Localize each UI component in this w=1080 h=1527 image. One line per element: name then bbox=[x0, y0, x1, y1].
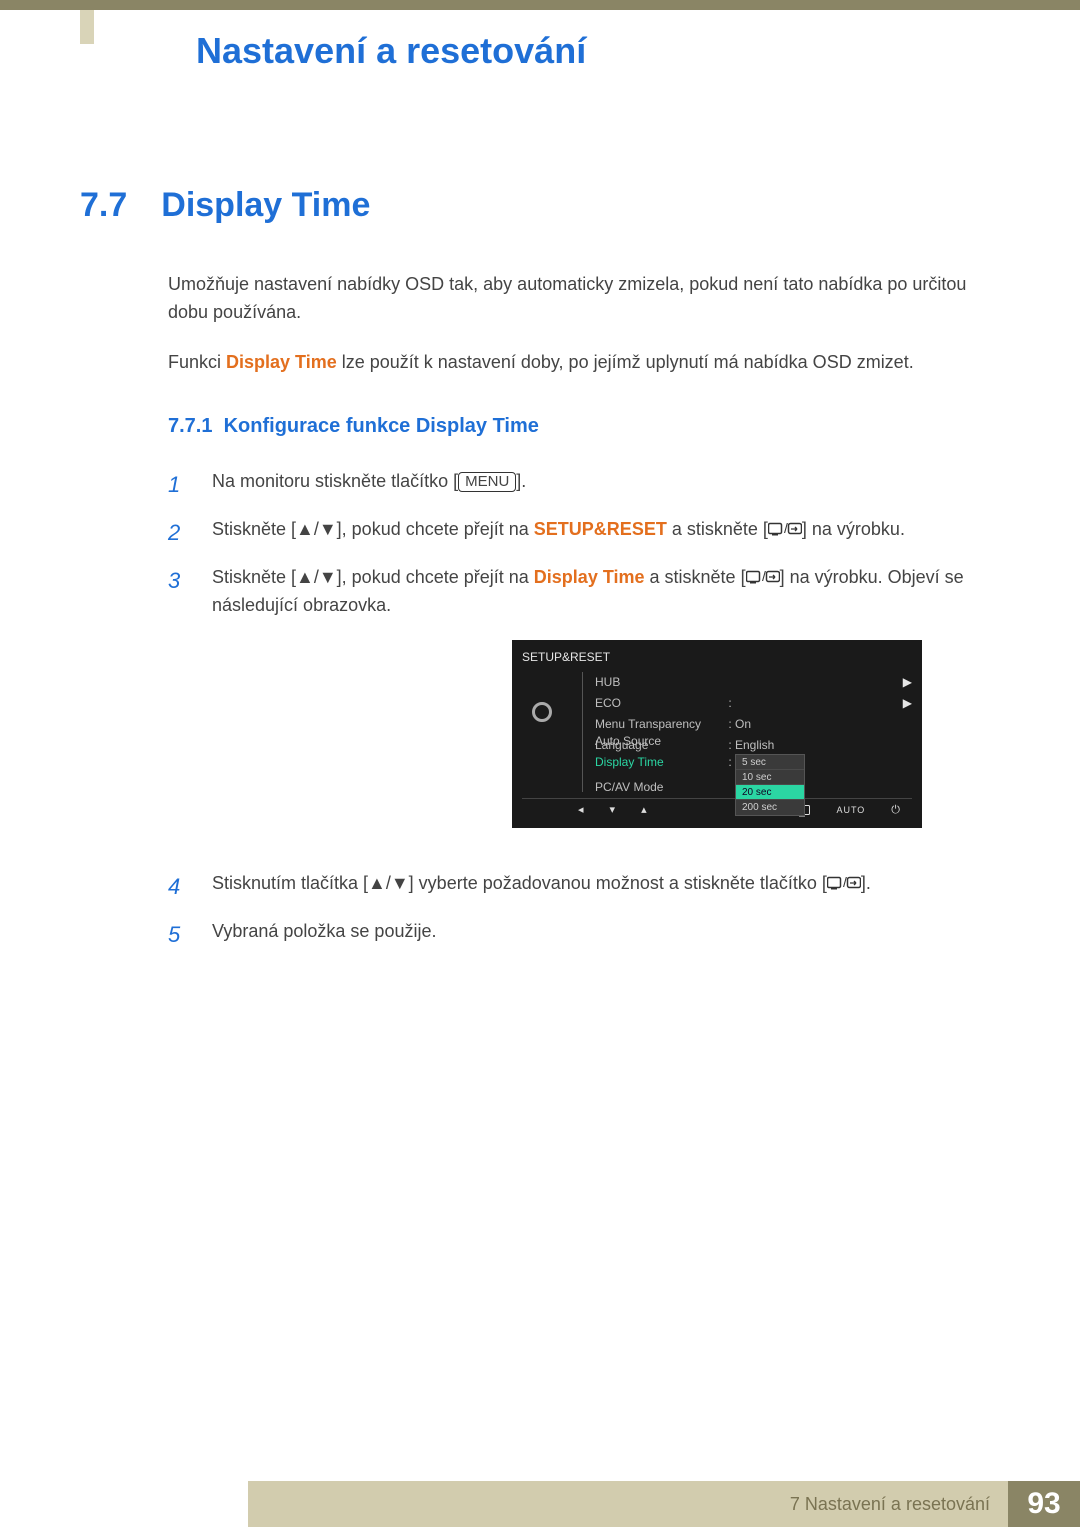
osd-panel: SETUP&RESET HUB ▶ bbox=[512, 640, 922, 829]
osd-label: PC/AV Mode bbox=[595, 778, 725, 797]
steps-list: 1 Na monitoru stiskněte tlačítko [MENU].… bbox=[168, 468, 1000, 953]
osd-value: English bbox=[735, 736, 896, 755]
osd-title: SETUP&RESET bbox=[522, 648, 912, 667]
section-number: 7.7 bbox=[80, 186, 127, 225]
text: ]. bbox=[516, 471, 526, 491]
osd-bottom-bar: ◂ ▾ ▴ AUTO ⏻ bbox=[522, 798, 912, 822]
section-heading: 7.7 Display Time bbox=[80, 186, 1000, 225]
step-body: Vybraná položka se použije. bbox=[212, 918, 1000, 952]
svg-text:/: / bbox=[843, 875, 847, 890]
footer-page-number: 93 bbox=[1008, 1481, 1080, 1527]
step-number: 1 bbox=[168, 468, 190, 502]
subsection-number: 7.7.1 bbox=[168, 415, 212, 437]
step-number: 4 bbox=[168, 870, 190, 904]
footer-text: 7 Nastavení a resetování bbox=[248, 1481, 1008, 1527]
text: ] na výrobku. bbox=[802, 519, 905, 539]
osd-row-eco: ECO : ▶ bbox=[595, 693, 912, 714]
osd-menu: HUB ▶ ECO : ▶ bbox=[582, 672, 912, 792]
source-enter-icon: / bbox=[827, 875, 861, 891]
step-number: 2 bbox=[168, 516, 190, 550]
menu-button-label: MENU bbox=[458, 472, 516, 492]
source-enter-icon: / bbox=[746, 569, 780, 585]
osd-option-list: 5 sec 10 sec 20 sec 200 sec bbox=[735, 754, 805, 816]
osd-option: 10 sec bbox=[736, 770, 804, 785]
source-enter-icon: / bbox=[768, 521, 802, 537]
step-4: 4 Stisknutím tlačítka [▲/▼] vyberte poža… bbox=[168, 870, 1000, 904]
power-icon: ⏻ bbox=[891, 802, 900, 819]
osd-label: ECO bbox=[595, 694, 725, 713]
intro-paragraph-1: Umožňuje nastavení nabídky OSD tak, aby … bbox=[168, 271, 1000, 327]
text: Stiskněte [▲/▼], pokud chcete přejít na bbox=[212, 567, 534, 587]
intro-paragraph-2: Funkci Display Time lze použít k nastave… bbox=[168, 349, 1000, 377]
left-tab bbox=[80, 10, 94, 44]
osd-colon: : bbox=[725, 753, 735, 772]
text: Stisknutím tlačítka [▲/▼] vyberte požado… bbox=[212, 873, 827, 893]
step-5: 5 Vybraná položka se použije. bbox=[168, 918, 1000, 952]
gear-icon bbox=[532, 702, 552, 722]
step-body: Stiskněte [▲/▼], pokud chcete přejít na … bbox=[212, 564, 1000, 856]
text: a stiskněte [ bbox=[667, 519, 768, 539]
osd-label: Auto Source bbox=[595, 732, 725, 751]
chevron-right-icon: ▶ bbox=[896, 673, 912, 692]
content: 7.7 Display Time Umožňuje nastavení nabí… bbox=[80, 186, 1000, 966]
footer-chapter-num: 7 bbox=[790, 1494, 800, 1514]
osd-screenshot: SETUP&RESET HUB ▶ bbox=[512, 640, 922, 829]
text: a stiskněte [ bbox=[645, 567, 746, 587]
section-title: Display Time bbox=[161, 186, 370, 225]
osd-nav-icons: ◂ ▾ ▴ bbox=[578, 802, 647, 819]
highlight-setup-reset: SETUP&RESET bbox=[534, 519, 667, 539]
subsection-title: Konfigurace funkce Display Time bbox=[224, 415, 539, 437]
nav-up-icon: ▴ bbox=[641, 802, 647, 819]
text: Na monitoru stiskněte tlačítko [ bbox=[212, 471, 458, 491]
svg-text:/: / bbox=[784, 521, 788, 536]
osd-option-selected: 20 sec bbox=[736, 785, 804, 800]
auto-label: AUTO bbox=[836, 804, 865, 818]
highlight-display-time: Display Time bbox=[534, 567, 645, 587]
step-number: 3 bbox=[168, 564, 190, 856]
nav-down-icon: ▾ bbox=[610, 802, 616, 819]
osd-label: Menu Transparency bbox=[595, 715, 725, 734]
osd-colon: : bbox=[725, 736, 735, 755]
text: Stiskněte [▲/▼], pokud chcete přejít na bbox=[212, 519, 534, 539]
osd-label: HUB bbox=[595, 673, 725, 692]
top-band bbox=[0, 0, 1080, 10]
osd-option: 200 sec bbox=[736, 800, 804, 815]
chevron-right-icon: ▶ bbox=[896, 694, 912, 713]
step-body: Stiskněte [▲/▼], pokud chcete přejít na … bbox=[212, 516, 1000, 550]
osd-option: 5 sec bbox=[736, 755, 804, 770]
highlight-display-time: Display Time bbox=[226, 352, 337, 372]
osd-value: On bbox=[735, 715, 896, 734]
step-body: Stisknutím tlačítka [▲/▼] vyberte požado… bbox=[212, 870, 1000, 904]
footer-chapter-title: Nastavení a resetování bbox=[800, 1494, 990, 1514]
text: lze použít k nastavení doby, po jejímž u… bbox=[337, 352, 914, 372]
text: Funkci bbox=[168, 352, 226, 372]
osd-label-selected: Display Time bbox=[595, 753, 725, 772]
osd-right-icons: AUTO ⏻ bbox=[794, 802, 900, 819]
step-3: 3 Stiskněte [▲/▼], pokud chcete přejít n… bbox=[168, 564, 1000, 856]
step-1: 1 Na monitoru stiskněte tlačítko [MENU]. bbox=[168, 468, 1000, 502]
subsection-heading: 7.7.1 Konfigurace funkce Display Time bbox=[168, 415, 1000, 438]
nav-left-icon: ◂ bbox=[578, 802, 584, 819]
chapter-title: Nastavení a resetování bbox=[196, 30, 586, 72]
step-2: 2 Stiskněte [▲/▼], pokud chcete přejít n… bbox=[168, 516, 1000, 550]
osd-body: HUB ▶ ECO : ▶ bbox=[522, 672, 912, 792]
osd-colon: : bbox=[725, 715, 735, 734]
step-body: Na monitoru stiskněte tlačítko [MENU]. bbox=[212, 468, 1000, 502]
page-footer: 7 Nastavení a resetování 93 bbox=[0, 1481, 1080, 1527]
svg-text:/: / bbox=[762, 569, 766, 584]
osd-colon: : bbox=[725, 694, 735, 713]
step-number: 5 bbox=[168, 918, 190, 952]
text: ]. bbox=[861, 873, 871, 893]
osd-left-col bbox=[528, 672, 556, 792]
osd-row-hub: HUB ▶ bbox=[595, 672, 912, 693]
